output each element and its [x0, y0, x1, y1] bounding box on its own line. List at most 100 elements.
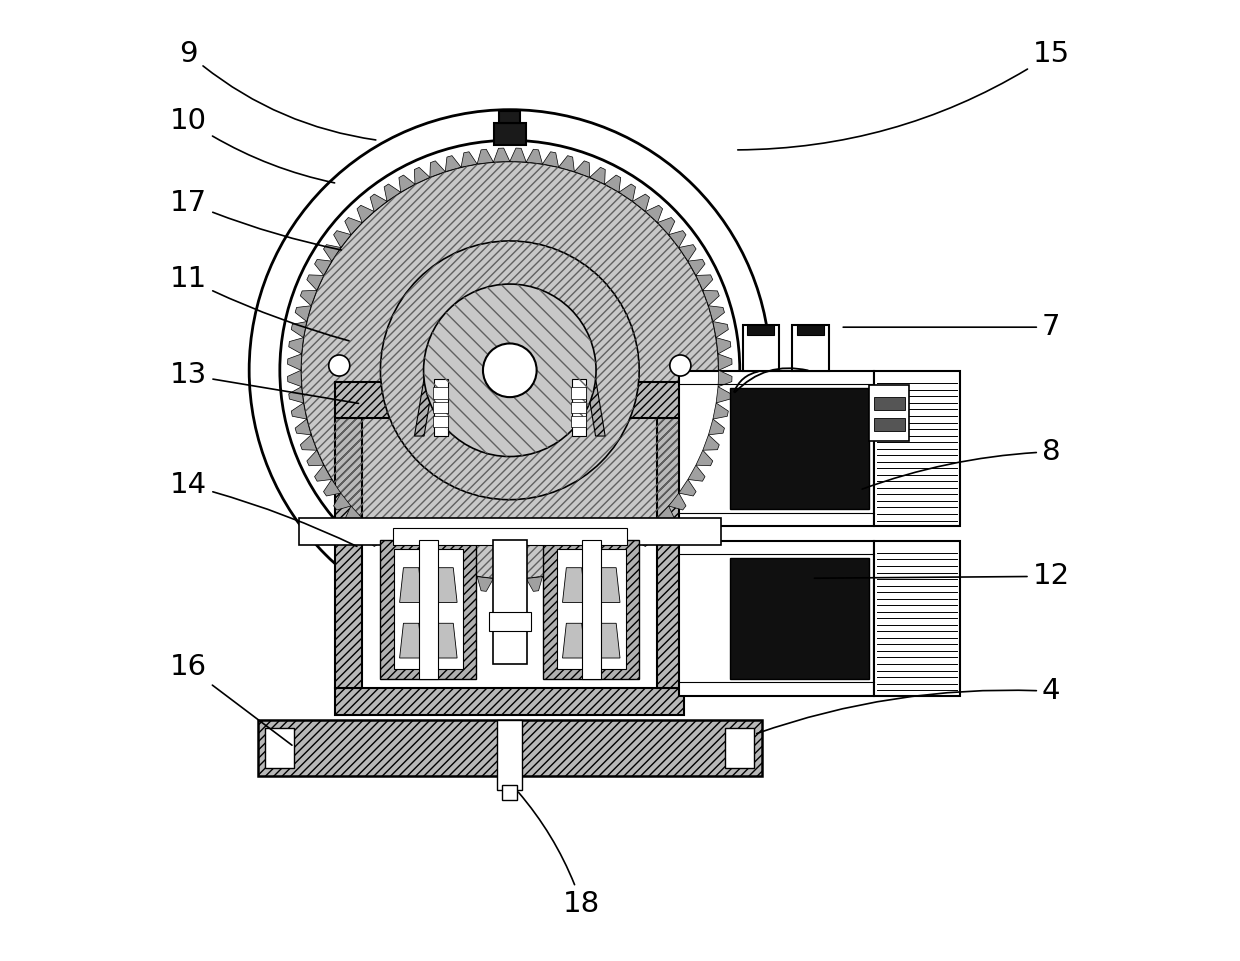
- Polygon shape: [696, 275, 713, 290]
- Polygon shape: [334, 493, 351, 510]
- Polygon shape: [596, 568, 620, 603]
- Bar: [725, 727, 754, 768]
- Polygon shape: [414, 167, 430, 185]
- Bar: [730, 558, 869, 678]
- Polygon shape: [678, 480, 696, 496]
- Text: 12: 12: [815, 562, 1070, 590]
- Polygon shape: [288, 354, 301, 370]
- Polygon shape: [414, 379, 434, 436]
- Polygon shape: [291, 322, 306, 337]
- Polygon shape: [494, 579, 510, 593]
- Polygon shape: [345, 217, 362, 234]
- Polygon shape: [688, 465, 706, 481]
- Circle shape: [280, 140, 740, 601]
- Polygon shape: [477, 577, 494, 591]
- Bar: [258, 720, 761, 776]
- Polygon shape: [334, 231, 351, 248]
- Polygon shape: [324, 245, 341, 261]
- Polygon shape: [542, 152, 558, 167]
- Bar: [381, 540, 476, 678]
- Polygon shape: [434, 568, 458, 603]
- Bar: [492, 540, 527, 664]
- Text: 8: 8: [862, 438, 1060, 489]
- Bar: [572, 379, 587, 436]
- Text: 11: 11: [170, 265, 348, 341]
- Bar: [500, 111, 521, 123]
- Polygon shape: [295, 419, 311, 435]
- Bar: [572, 416, 587, 428]
- Bar: [874, 397, 905, 410]
- Bar: [874, 371, 960, 527]
- Circle shape: [301, 161, 719, 579]
- Bar: [869, 385, 909, 441]
- Bar: [557, 550, 626, 669]
- Text: 17: 17: [170, 188, 341, 250]
- Bar: [792, 325, 828, 371]
- Polygon shape: [526, 577, 542, 591]
- Polygon shape: [288, 370, 301, 386]
- Bar: [743, 325, 779, 371]
- Polygon shape: [708, 419, 724, 435]
- Polygon shape: [357, 206, 374, 223]
- Bar: [362, 418, 657, 688]
- Bar: [874, 541, 960, 696]
- Bar: [680, 371, 874, 527]
- Circle shape: [329, 355, 350, 376]
- Polygon shape: [542, 574, 558, 589]
- Polygon shape: [430, 160, 445, 178]
- Polygon shape: [657, 217, 675, 234]
- Polygon shape: [289, 337, 304, 354]
- Bar: [299, 518, 720, 545]
- Polygon shape: [717, 337, 730, 354]
- Polygon shape: [300, 435, 316, 451]
- Text: 14: 14: [170, 471, 357, 547]
- Polygon shape: [526, 149, 542, 164]
- Bar: [335, 382, 684, 418]
- Polygon shape: [306, 451, 324, 466]
- Polygon shape: [703, 290, 719, 306]
- Bar: [680, 541, 874, 696]
- Bar: [335, 688, 684, 715]
- Polygon shape: [370, 530, 387, 547]
- Text: 15: 15: [738, 40, 1070, 150]
- Polygon shape: [510, 148, 526, 162]
- Bar: [394, 550, 463, 669]
- Text: 16: 16: [170, 653, 291, 745]
- Polygon shape: [384, 184, 401, 201]
- Polygon shape: [590, 167, 605, 185]
- Polygon shape: [384, 539, 401, 556]
- Bar: [433, 402, 449, 413]
- Polygon shape: [668, 493, 686, 510]
- Polygon shape: [688, 259, 706, 276]
- Polygon shape: [510, 579, 526, 593]
- Polygon shape: [494, 148, 510, 162]
- Polygon shape: [477, 149, 494, 164]
- Polygon shape: [558, 569, 574, 585]
- Polygon shape: [345, 506, 362, 523]
- Polygon shape: [414, 556, 430, 574]
- Bar: [433, 416, 449, 428]
- Polygon shape: [461, 152, 477, 167]
- Polygon shape: [300, 290, 316, 306]
- Text: 7: 7: [843, 313, 1060, 341]
- Polygon shape: [399, 624, 423, 658]
- Polygon shape: [605, 175, 621, 192]
- Bar: [434, 379, 448, 436]
- Bar: [797, 325, 825, 334]
- Text: 4: 4: [756, 678, 1060, 733]
- Polygon shape: [430, 563, 445, 579]
- Polygon shape: [445, 569, 461, 585]
- Polygon shape: [315, 465, 331, 481]
- Polygon shape: [324, 480, 341, 496]
- Bar: [393, 529, 626, 545]
- Circle shape: [670, 355, 691, 376]
- Polygon shape: [668, 231, 686, 248]
- Polygon shape: [713, 322, 728, 337]
- Polygon shape: [718, 354, 732, 370]
- Polygon shape: [563, 568, 585, 603]
- Polygon shape: [717, 386, 730, 403]
- Circle shape: [381, 241, 639, 500]
- Polygon shape: [445, 156, 461, 172]
- Polygon shape: [306, 275, 324, 290]
- Bar: [419, 540, 438, 678]
